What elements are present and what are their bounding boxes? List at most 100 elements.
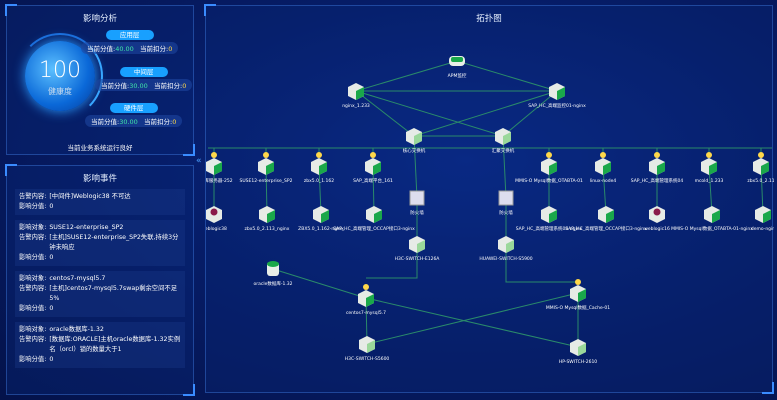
node-nginx[interactable]: ZBX5.0_1.162-nginx bbox=[298, 206, 344, 232]
deduct-label: 当前扣分: bbox=[144, 118, 173, 126]
event-item[interactable]: 影响对象: centos7-mysql5.7 告警内容: [主机]centos7-my… bbox=[15, 271, 185, 317]
collapse-icon[interactable]: « bbox=[196, 156, 202, 166]
event-item[interactable]: 告警内容: [中间件]Weblogic38 不可达 影响分值: 0 bbox=[15, 189, 185, 215]
node-face bbox=[578, 343, 586, 356]
node-label: MMIS-O Mysql数据_OTABTA-01 bbox=[515, 177, 583, 184]
node-face bbox=[503, 132, 511, 145]
node-face bbox=[606, 210, 614, 223]
node-switch[interactable]: 汇聚交换机 bbox=[492, 128, 515, 154]
link bbox=[502, 90, 558, 137]
system-status: 当前业务系统运行良好 bbox=[67, 144, 133, 152]
link bbox=[366, 292, 579, 345]
node-host[interactable]: zbx5.0_2.11 bbox=[747, 152, 774, 184]
node-label: SAP_高端平台_161 bbox=[353, 177, 393, 184]
node-firewall[interactable]: 防火墙 bbox=[498, 190, 514, 216]
event-key: 影响分值: bbox=[19, 305, 47, 312]
node-weblogic[interactable]: weblogic38 bbox=[206, 206, 227, 232]
node-label: SAP_HC_高端管理_OCCAP接口3-nginx bbox=[333, 225, 415, 232]
node-nginx[interactable]: zbx5.0_2.113_nginx bbox=[245, 206, 290, 232]
node-face bbox=[367, 340, 375, 353]
event-key: 影响对象: bbox=[19, 275, 47, 282]
node-apm[interactable]: APM监控 bbox=[448, 56, 467, 79]
event-item[interactable]: 影响对象: SUSE12-enterprise_SP2 告警内容: [主机]SUSE1… bbox=[15, 220, 185, 266]
event-key: 影响分值: bbox=[19, 356, 47, 363]
node-switch[interactable]: H3C-SWITCH-S5600 bbox=[345, 336, 390, 362]
node-switch[interactable]: 核心交换机 bbox=[403, 128, 426, 154]
topology-graph[interactable]: APM监控 nginx_1.233 SAP_HC_高端监控01-nginx 核心交换机… bbox=[206, 24, 774, 394]
node-nginx[interactable]: SAP_HC_高端监控01-nginx bbox=[528, 83, 586, 109]
layer-middleware-button[interactable]: 中间层 bbox=[119, 67, 168, 77]
node-label: oracle数据库-1.32 bbox=[254, 280, 293, 287]
warning-icon bbox=[316, 152, 322, 158]
node-host[interactable]: centos7-mysql5.7 bbox=[346, 284, 386, 316]
event-row: 影响对象: oracle数据库-1.32 bbox=[19, 325, 181, 335]
node-host[interactable]: linux-node4 bbox=[590, 152, 617, 184]
node-host[interactable]: SUSE12-enterprise_SP2 bbox=[240, 152, 293, 184]
node-face bbox=[266, 162, 274, 175]
node-face bbox=[603, 162, 611, 175]
node-switch[interactable]: H3C-SWITCH-E126A bbox=[395, 236, 441, 262]
event-row: 告警内容: [主机]SUSE12-enterprise_SP2失联,持续3分钟未响… bbox=[19, 233, 181, 253]
layer-hardware-button[interactable]: 硬件层 bbox=[109, 103, 158, 113]
warning-icon bbox=[263, 152, 269, 158]
node-nginx[interactable]: nginx_1.233 bbox=[342, 83, 370, 109]
event-value: 0 bbox=[49, 305, 54, 312]
warning-icon bbox=[758, 152, 764, 158]
deduct-value: 0 bbox=[182, 82, 187, 90]
node-host[interactable]: MMIS-O Mysql数据_Cache-01 bbox=[546, 279, 610, 311]
event-row: 影响对象: centos7-mysql5.7 bbox=[19, 274, 181, 284]
event-row: 影响分值: 0 bbox=[19, 355, 181, 365]
node-nginx[interactable]: demo-ngin bbox=[751, 206, 774, 232]
node-face bbox=[267, 210, 275, 223]
node-label: centos7-mysql5.7 bbox=[346, 310, 386, 316]
node-host[interactable]: 数据库服务器-252 bbox=[206, 152, 233, 184]
node-label: 核心交换机 bbox=[403, 147, 426, 154]
link bbox=[413, 90, 558, 137]
database-icon-top bbox=[267, 261, 279, 267]
event-value: [中间件]Weblogic38 不可达 bbox=[49, 193, 131, 200]
node-label: demo-ngin bbox=[751, 226, 774, 232]
warning-icon bbox=[363, 284, 369, 290]
node-weblogic[interactable]: weblogic16 bbox=[644, 206, 670, 232]
node-label: SAP_HC_高端监控01-nginx bbox=[528, 102, 586, 109]
layer-app-button[interactable]: 应用层 bbox=[105, 30, 154, 40]
health-label: 健康度 bbox=[48, 87, 72, 96]
event-value: oracle数据库-1.32 bbox=[49, 326, 104, 333]
node-label: H3C-SWITCH-E126A bbox=[395, 256, 441, 262]
link bbox=[272, 268, 367, 299]
node-host[interactable]: SAP_高端平台_161 bbox=[353, 152, 393, 184]
event-row: 告警内容: [主机]centos7-mysql5.7swap剩余空间不足5% bbox=[19, 284, 181, 304]
node-db[interactable]: oracle数据库-1.32 bbox=[254, 261, 293, 287]
node-face bbox=[657, 162, 665, 175]
node-nginx[interactable]: MMIS-O Mysql数据_OTABTA-01-nginx bbox=[671, 206, 753, 232]
node-nginx[interactable]: SAP_HC_高端管理系统04-nginx bbox=[516, 206, 583, 232]
events-title: 影响事件 bbox=[82, 174, 117, 184]
apm-icon-top bbox=[451, 57, 463, 62]
node-face bbox=[373, 162, 381, 175]
node-switch[interactable]: HP-SWITCH-2610 bbox=[559, 339, 597, 365]
event-item[interactable]: 影响对象: oracle数据库-1.32 告警内容: [数据库:ORACLE]主机or… bbox=[15, 322, 185, 368]
node-face bbox=[549, 162, 557, 175]
node-face bbox=[709, 162, 717, 175]
node-label: HUAWEI-SWITCH-S5900 bbox=[479, 256, 532, 262]
score-value: 40.00 bbox=[115, 45, 134, 53]
node-host[interactable]: SAP_HC_高端管理系统04 bbox=[631, 152, 684, 184]
event-row: 影响分值: 0 bbox=[19, 253, 181, 263]
node-label: nginx_1.233 bbox=[342, 103, 370, 109]
node-host[interactable]: zbx5.0_1.162 bbox=[304, 152, 334, 184]
event-value: 0 bbox=[49, 203, 54, 210]
node-face bbox=[414, 132, 422, 145]
node-nginx[interactable]: SAP_HC_高端管理_OCCAP接口3-nginx bbox=[565, 206, 647, 232]
node-host[interactable]: MMIS-O Mysql数据_OTABTA-01 bbox=[515, 152, 583, 184]
node-nginx[interactable]: SAP_HC_高端管理_OCCAP接口3-nginx bbox=[333, 206, 415, 232]
event-list[interactable]: 告警内容: [中间件]Weblogic38 不可达 影响分值: 0 影响对象: SUSE1… bbox=[7, 189, 193, 368]
node-face bbox=[356, 87, 364, 100]
layer-hardware: 硬件层 当前分值:30.00 当前扣分:0 bbox=[85, 103, 183, 127]
node-firewall[interactable]: 防火墙 bbox=[409, 190, 425, 216]
event-key: 影响分值: bbox=[19, 254, 47, 261]
node-label: SAP_HC_高端管理系统04-nginx bbox=[516, 225, 583, 232]
score-label: 当前分值: bbox=[101, 82, 130, 90]
node-label: 防火墙 bbox=[410, 209, 424, 216]
node-host[interactable]: mcold_1.233 bbox=[695, 152, 724, 184]
node-switch[interactable]: HUAWEI-SWITCH-S5900 bbox=[479, 236, 533, 262]
